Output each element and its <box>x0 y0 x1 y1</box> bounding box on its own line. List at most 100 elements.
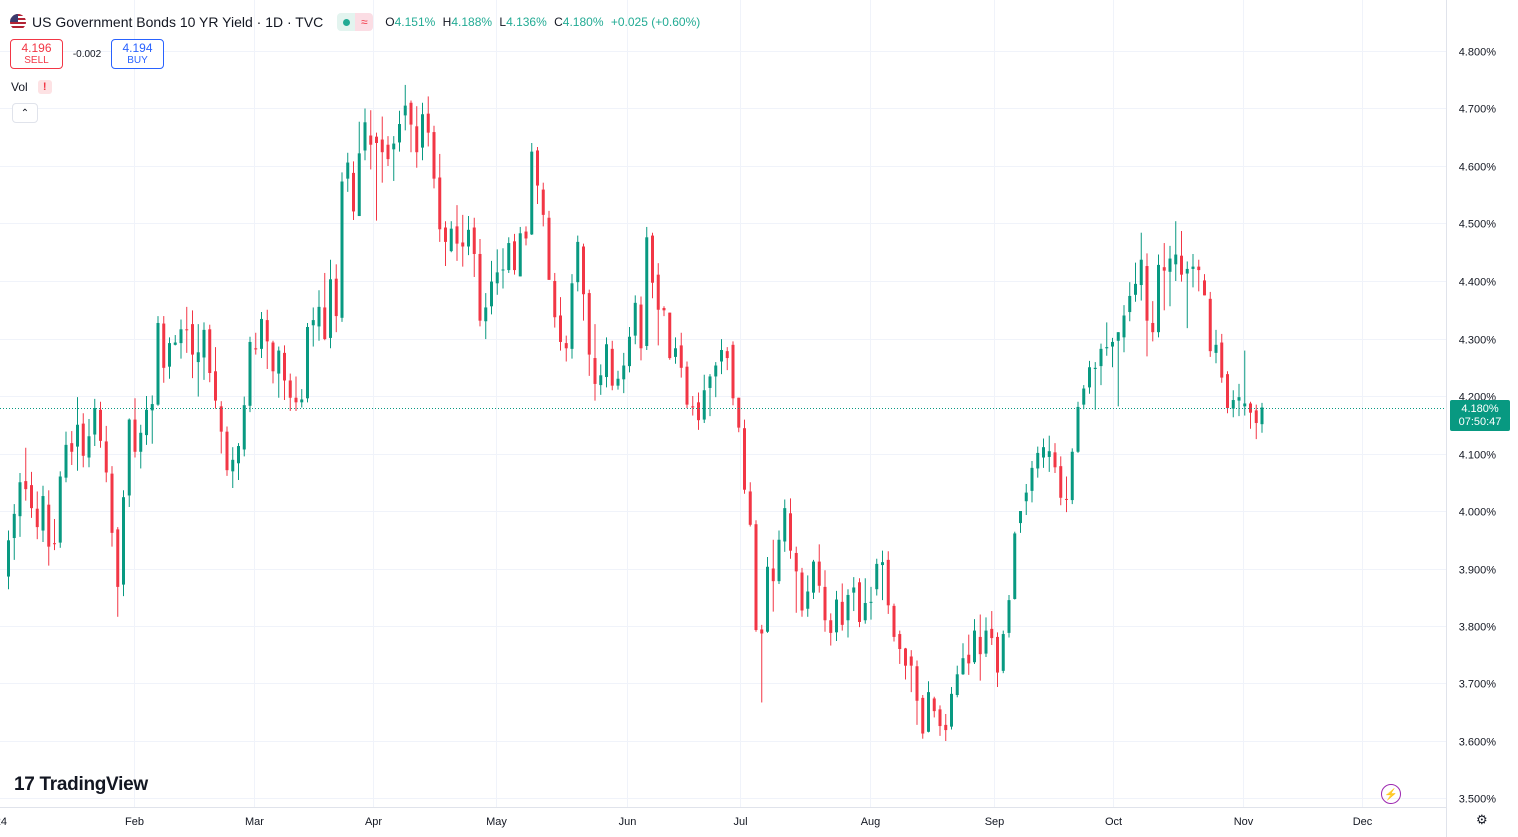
candle[interactable] <box>1053 443 1057 474</box>
candle[interactable] <box>1059 456 1063 506</box>
candle[interactable] <box>87 419 91 468</box>
candle[interactable] <box>651 232 654 299</box>
candle[interactable] <box>944 713 948 741</box>
candle[interactable] <box>1007 594 1011 638</box>
candle[interactable] <box>593 324 597 401</box>
candle[interactable] <box>375 132 378 221</box>
candle[interactable] <box>24 447 28 501</box>
candle[interactable] <box>415 106 419 168</box>
candle[interactable] <box>202 322 206 380</box>
candle[interactable] <box>1208 291 1212 357</box>
candle[interactable] <box>1180 230 1183 282</box>
candle[interactable] <box>7 530 10 590</box>
candle[interactable] <box>357 121 361 217</box>
settings-gear-icon[interactable]: ⚙ <box>1476 812 1488 827</box>
candle[interactable] <box>599 364 603 395</box>
candle[interactable] <box>559 297 562 351</box>
candle[interactable] <box>283 345 286 401</box>
candle[interactable] <box>110 466 114 547</box>
candle[interactable] <box>605 337 608 388</box>
candle[interactable] <box>846 589 850 638</box>
candle[interactable] <box>30 471 33 518</box>
candle[interactable] <box>352 161 355 221</box>
candle[interactable] <box>495 249 499 295</box>
candle[interactable] <box>1168 245 1172 307</box>
candle[interactable] <box>984 617 988 658</box>
candle[interactable] <box>1111 337 1114 368</box>
candle[interactable] <box>869 586 873 620</box>
candle[interactable] <box>162 316 166 383</box>
candle[interactable] <box>81 413 85 468</box>
candle[interactable] <box>254 332 258 355</box>
candle[interactable] <box>518 226 522 277</box>
candle[interactable] <box>645 226 649 350</box>
candle[interactable] <box>973 619 976 664</box>
candle[interactable] <box>541 182 545 227</box>
candle[interactable] <box>1139 232 1143 301</box>
candle[interactable] <box>863 578 867 624</box>
candle[interactable] <box>1128 282 1132 322</box>
candle[interactable] <box>570 274 574 359</box>
candle[interactable] <box>242 396 246 457</box>
candle[interactable] <box>467 216 470 256</box>
candle[interactable] <box>996 632 999 687</box>
candle[interactable] <box>1082 385 1086 410</box>
candle[interactable] <box>185 306 189 353</box>
candle[interactable] <box>1099 343 1103 386</box>
candlestick-series[interactable] <box>7 84 1264 741</box>
candle[interactable] <box>628 327 631 373</box>
candle[interactable] <box>300 389 304 408</box>
candle[interactable] <box>909 650 913 693</box>
candle[interactable] <box>1065 476 1068 513</box>
candle[interactable] <box>858 578 861 628</box>
candle[interactable] <box>104 425 108 483</box>
candle[interactable] <box>41 485 45 543</box>
candle[interactable] <box>58 471 62 548</box>
candle[interactable] <box>771 539 775 612</box>
candle[interactable] <box>1145 253 1149 357</box>
candle[interactable] <box>18 473 22 537</box>
candle[interactable] <box>225 426 229 476</box>
candle[interactable] <box>639 296 643 361</box>
candle[interactable] <box>501 248 505 289</box>
candle[interactable] <box>927 681 930 733</box>
candle[interactable] <box>932 696 936 718</box>
candle[interactable] <box>1134 262 1137 302</box>
candle[interactable] <box>1001 630 1005 674</box>
candle[interactable] <box>432 125 436 189</box>
candle[interactable] <box>731 341 735 406</box>
candle[interactable] <box>288 373 292 411</box>
candle[interactable] <box>449 221 453 253</box>
candle[interactable] <box>915 660 919 725</box>
candle[interactable] <box>967 634 971 675</box>
candle[interactable] <box>875 558 879 596</box>
candle[interactable] <box>961 643 965 675</box>
candle[interactable] <box>806 575 810 617</box>
candle[interactable] <box>1024 483 1028 516</box>
candle[interactable] <box>444 221 447 267</box>
candle[interactable] <box>265 309 269 369</box>
candle[interactable] <box>1076 401 1080 453</box>
candle[interactable] <box>622 352 626 394</box>
candle[interactable] <box>766 557 769 633</box>
candle[interactable] <box>277 346 281 398</box>
candle[interactable] <box>323 272 327 341</box>
candle[interactable] <box>369 110 373 170</box>
candle[interactable] <box>536 147 539 204</box>
candle[interactable] <box>794 546 798 613</box>
candle[interactable] <box>835 590 838 641</box>
candle[interactable] <box>1220 333 1224 383</box>
candle[interactable] <box>231 447 235 488</box>
candle[interactable] <box>633 295 637 345</box>
candle[interactable] <box>1249 401 1252 429</box>
candle[interactable] <box>950 686 953 730</box>
candle[interactable] <box>1197 259 1201 292</box>
candle[interactable] <box>564 335 568 362</box>
candle[interactable] <box>737 397 741 433</box>
candle[interactable] <box>1151 301 1155 342</box>
candle[interactable] <box>754 520 758 632</box>
candle[interactable] <box>421 102 424 161</box>
candle[interactable] <box>191 310 194 379</box>
candle[interactable] <box>116 527 120 617</box>
candle[interactable] <box>1042 438 1045 468</box>
